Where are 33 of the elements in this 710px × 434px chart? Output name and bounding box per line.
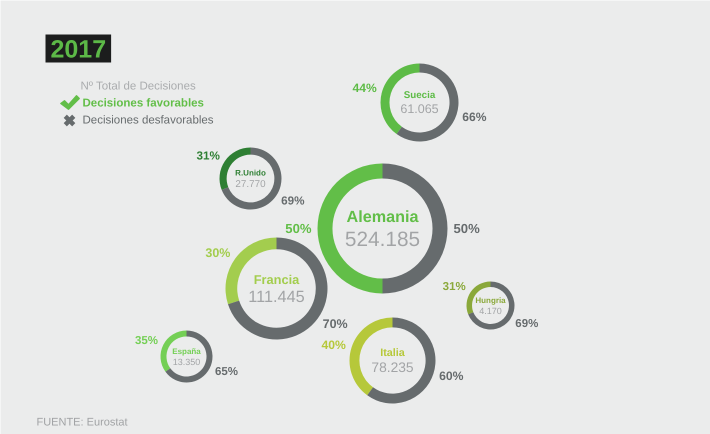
data-label: 60% — [439, 369, 464, 384]
data-label: 30% — [205, 246, 230, 260]
data-label: 65% — [215, 366, 238, 378]
source-note: FUENTE: Eurostat — [36, 416, 128, 428]
text: 61.065 — [400, 102, 439, 116]
text: 13.350 — [172, 356, 200, 367]
legend-label: Decisiones favorables — [82, 98, 204, 110]
legend-title: Nº Total de Decisiones — [80, 80, 196, 92]
text: 2017 — [50, 36, 106, 64]
data-label: 66% — [462, 110, 487, 124]
data-label: 69% — [515, 318, 538, 330]
data-label: 31% — [442, 281, 466, 294]
text: 524.185 — [344, 228, 420, 251]
text: Italia — [380, 346, 406, 359]
text: 4.170 — [479, 306, 502, 316]
text: 27.770 — [235, 178, 266, 190]
text: 78.235 — [371, 360, 414, 375]
text: Hungria — [475, 296, 506, 306]
data-label: 50% — [285, 221, 312, 236]
text: Alemania — [346, 208, 420, 226]
text: R.Unido — [235, 168, 266, 178]
data-label: 40% — [322, 338, 346, 352]
text: España — [172, 347, 202, 356]
legend-label: Decisiones desfavorables — [82, 114, 214, 126]
text: 111.445 — [248, 288, 305, 306]
text: Francia — [254, 272, 300, 288]
data-label: 35% — [134, 334, 158, 347]
data-label: 70% — [322, 316, 348, 331]
data-label: 31% — [196, 150, 221, 163]
data-label: 50% — [454, 221, 480, 236]
data-label: 69% — [281, 194, 306, 208]
text: Suecia — [404, 90, 436, 102]
data-label: 44% — [352, 81, 377, 96]
